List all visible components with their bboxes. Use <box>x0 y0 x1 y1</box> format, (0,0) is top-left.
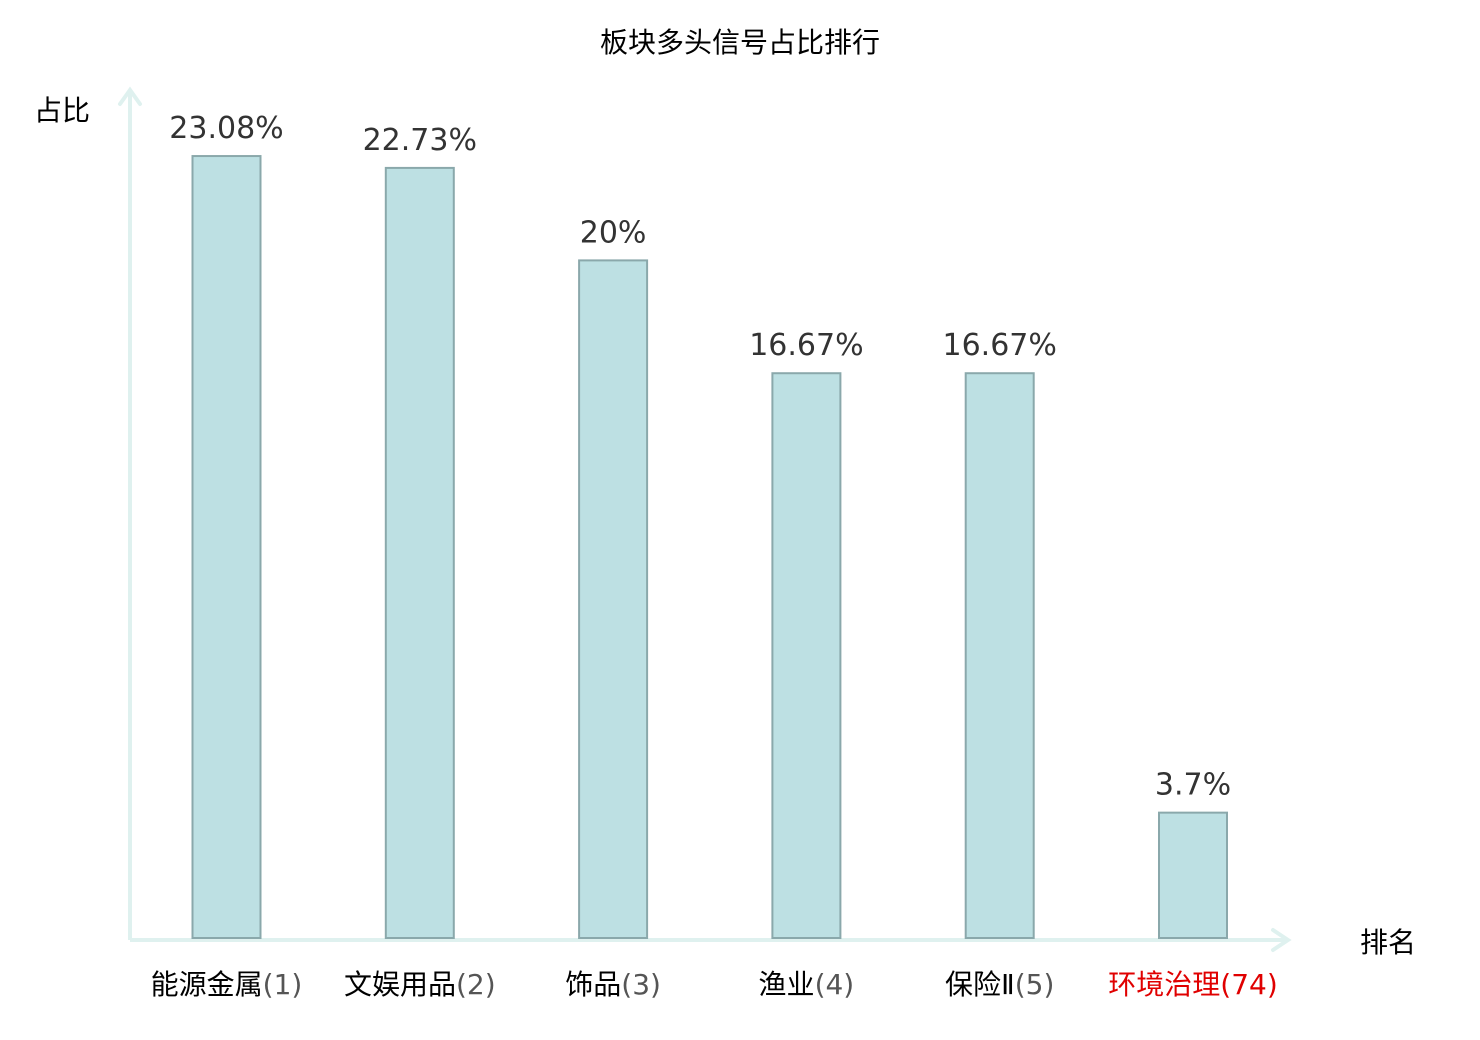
bar-value-label: 16.67% <box>749 328 863 363</box>
x-axis-arrow <box>1271 928 1292 952</box>
category-label: 饰品(3) <box>565 968 661 1001</box>
category-label: 环境治理(74) <box>1108 968 1278 1001</box>
category-name: 饰品 <box>565 968 621 1001</box>
bar-value-label: 20% <box>580 215 647 250</box>
category-label: 文娱用品(2) <box>344 968 496 1001</box>
bar-value-label: 22.73% <box>363 123 477 158</box>
category-rank: (74) <box>1220 968 1277 1001</box>
bar-value-label: 3.7% <box>1155 768 1231 803</box>
category-name: 环境治理 <box>1108 968 1220 1001</box>
bar-value-label: 23.08% <box>169 111 283 146</box>
category-rank: (4) <box>815 968 855 1001</box>
category-labels-group: 能源金属(1) 文娱用品(2) 饰品(3) 渔业(4) 保险Ⅱ(5) 环境治理(74) <box>151 968 1278 1001</box>
category-name: 能源金属 <box>151 968 263 1001</box>
category-label: 能源金属(1) <box>151 968 303 1001</box>
category-label: 保险Ⅱ(5) <box>945 968 1054 1001</box>
category-rank: (5) <box>1015 968 1055 1001</box>
category-name: 保险Ⅱ <box>945 968 1015 1001</box>
category-name: 文娱用品 <box>344 968 456 1001</box>
category-name: 渔业 <box>759 968 815 1001</box>
value-labels-group: 23.08% 22.73% 20% 16.67% 16.67% 3.7% <box>169 111 1231 803</box>
bars-group <box>191 155 1228 939</box>
chart-title: 板块多头信号占比排行 <box>600 26 880 59</box>
category-rank: (3) <box>621 968 661 1001</box>
bar <box>771 372 842 939</box>
bar <box>964 372 1035 939</box>
y-axis-arrow <box>118 86 142 106</box>
category-rank: (1) <box>263 968 303 1001</box>
bar <box>191 155 262 939</box>
bar <box>384 166 455 939</box>
bar <box>1158 811 1228 939</box>
x-axis-label: 排名 <box>1360 926 1416 959</box>
bar-value-label: 16.67% <box>943 328 1057 363</box>
y-axis-label: 占比 <box>34 94 90 127</box>
axes <box>118 86 1292 952</box>
bar <box>578 259 649 939</box>
category-rank: (2) <box>456 968 496 1001</box>
category-label: 渔业(4) <box>759 968 855 1001</box>
